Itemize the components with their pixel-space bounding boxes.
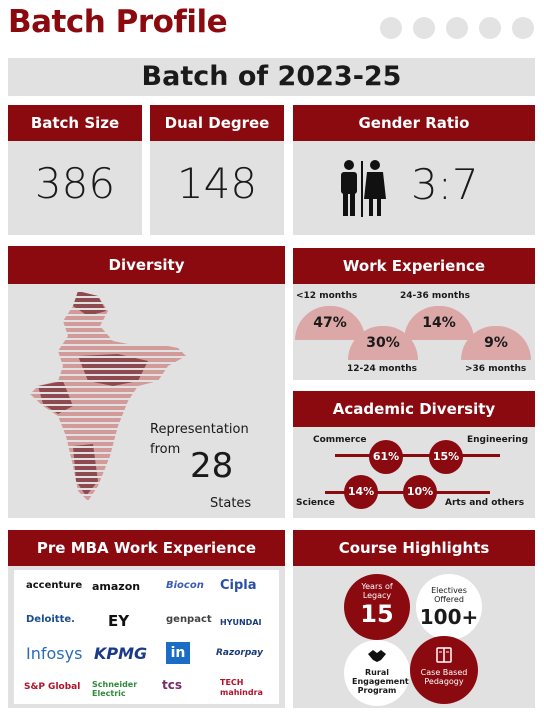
genpact-logo: genpact (166, 614, 212, 625)
batch-size-value: 386 (34, 159, 116, 208)
academic-diversity-label: Academic Diversity (293, 391, 535, 427)
dual-degree-value: 148 (176, 159, 258, 208)
dot (446, 17, 468, 39)
work-experience-label: Work Experience (293, 248, 535, 284)
dot (479, 17, 501, 39)
infosys-logo: Infosys (26, 644, 83, 663)
states-count: 28 (190, 446, 234, 486)
gender-ratio-label: Gender Ratio (293, 105, 535, 141)
we-half-circle: 47% (295, 306, 365, 340)
handshake-icon (368, 650, 386, 662)
page-title: Batch Profile (8, 4, 228, 40)
academic-pct-circle: 10% (403, 475, 437, 509)
tcs-logo: tcs (162, 678, 182, 692)
case-label: Case Based Pedagogy (420, 668, 468, 686)
kpmg-logo: KPMG (94, 644, 148, 663)
we-range-label: 12-24 months (347, 364, 417, 374)
batch-size-card: Batch Size 386 (8, 105, 142, 235)
tech-mahindra-logo: TECH mahindra (220, 678, 263, 697)
accenture-logo: accenture (26, 580, 83, 591)
dot (380, 17, 402, 39)
restroom-icon (341, 160, 386, 217)
we-half-circle: 14% (404, 306, 474, 340)
work-experience-card: Work Experience <12 months 47% 30% 12-24… (293, 248, 535, 380)
cipla-logo: Cipla (220, 578, 257, 593)
legacy-value: 15 (360, 600, 394, 628)
we-range-label: <12 months (296, 291, 358, 301)
we-range-label: 24-36 months (400, 291, 470, 301)
biocon-logo: Biocon (166, 580, 204, 591)
academic-pct-circle: 61% (369, 440, 403, 474)
course-highlights-card: Course Highlights Years of Legacy 15 Ele… (293, 530, 535, 708)
decorative-dots (380, 17, 534, 39)
legacy-circle: Years of Legacy 15 (344, 574, 410, 640)
dot (413, 17, 435, 39)
electives-label: Electives Offered (431, 586, 467, 604)
case-circle: Case Based Pedagogy (410, 636, 478, 704)
pre-mba-label: Pre MBA Work Experience (8, 530, 285, 566)
diversity-card: Diversity Representation from 28 States (8, 246, 285, 518)
academic-name: Science (296, 498, 335, 508)
gender-ratio-card: Gender Ratio 3:7 (293, 105, 535, 235)
dual-degree-label: Dual Degree (150, 105, 284, 141)
dual-degree-card: Dual Degree 148 (150, 105, 284, 235)
india-map-icon (30, 291, 186, 501)
academic-pct-circle: 15% (429, 440, 463, 474)
from-text: from (150, 442, 181, 457)
divider (335, 454, 500, 457)
legacy-label: Years of Legacy (361, 582, 393, 600)
rural-circle: Rural Engagement Program (344, 640, 410, 706)
sp-global-logo: S&P Global (24, 682, 81, 692)
pre-mba-card: Pre MBA Work Experience accenture amazon… (8, 530, 285, 708)
academic-diversity-card: Academic Diversity Commerce 61% Engineer… (293, 391, 535, 518)
we-range-label: >36 months (465, 364, 527, 374)
deloitte-logo: Deloitte. (26, 614, 75, 625)
academic-pct-circle: 14% (344, 475, 378, 509)
dot (512, 17, 534, 39)
rural-label: Rural Engagement Program (352, 668, 409, 695)
academic-name: Commerce (313, 435, 367, 445)
academic-name: Engineering (467, 435, 529, 445)
razorpay-logo: Razorpay (216, 648, 263, 658)
electives-circle: Electives Offered 100+ (416, 574, 482, 640)
representation-text: Representation (150, 422, 249, 437)
amazon-logo: amazon (92, 580, 141, 593)
linkedin-logo: in (166, 642, 190, 664)
academic-name: Arts and others (445, 498, 525, 508)
diversity-label: Diversity (8, 246, 285, 284)
schneider-logo: Schneider Electric (92, 680, 138, 698)
book-icon (436, 647, 452, 663)
logo-grid: accenture amazon Biocon Cipla Deloitte. … (14, 570, 279, 704)
batch-banner: Batch of 2023-25 (8, 58, 535, 96)
states-text: States (210, 496, 252, 511)
course-highlights-label: Course Highlights (293, 530, 535, 566)
gender-ratio-value: 3:7 (411, 160, 479, 209)
batch-size-label: Batch Size (8, 105, 142, 141)
hyundai-logo: HYUNDAI (220, 618, 262, 627)
electives-value: 100+ (419, 605, 479, 629)
ey-logo: EY (108, 612, 130, 630)
